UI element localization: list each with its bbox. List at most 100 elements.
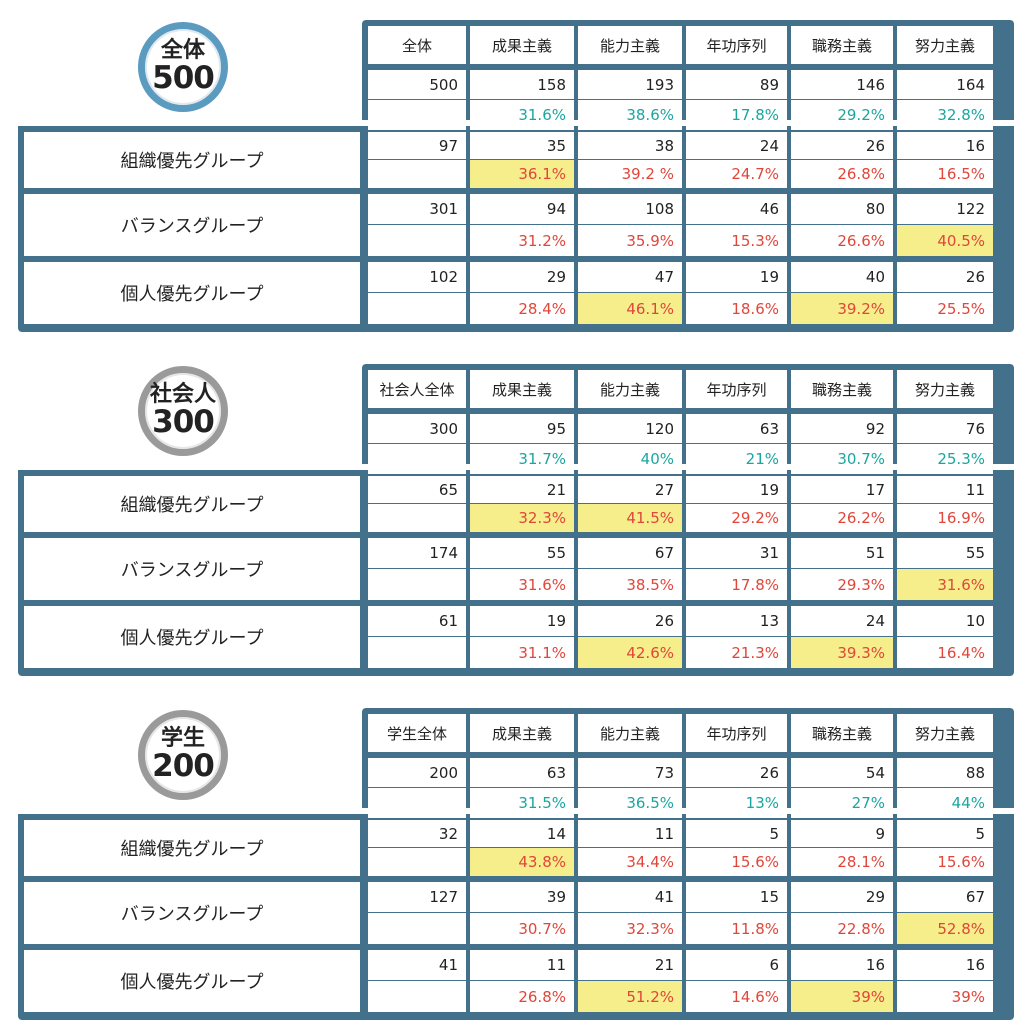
total-count: 95 [470, 414, 574, 443]
group-percent: 24.7% [686, 160, 787, 188]
group-count: 94 [470, 194, 574, 224]
column-header: 能力主義 [578, 714, 682, 752]
total-count: 146 [791, 70, 893, 99]
group-count: 19 [686, 476, 787, 503]
group-percent: 30.7% [470, 913, 574, 944]
group-n-blank [368, 569, 466, 600]
total-count: 158 [470, 70, 574, 99]
group-percent-highlighted: 46.1% [578, 293, 682, 324]
group-name: 個人優先グループ [24, 950, 360, 1012]
column-header: 職務主義 [791, 714, 893, 752]
group-percent: 11.8% [686, 913, 787, 944]
group-n: 127 [368, 882, 466, 912]
group-count: 11 [578, 820, 682, 847]
group-n: 41 [368, 950, 466, 980]
group-name: 組織優先グループ [24, 132, 360, 188]
group-percent: 15.6% [897, 848, 993, 876]
group-percent: 26.8% [470, 981, 574, 1012]
total-percent: 31.6% [470, 100, 574, 130]
group-count: 31 [686, 538, 787, 568]
total-percent: 30.7% [791, 444, 893, 474]
group-n-blank [368, 637, 466, 668]
group-percent-highlighted: 32.3% [470, 504, 574, 532]
column-header: 年功序列 [686, 370, 787, 408]
group-count: 21 [578, 950, 682, 980]
group-count: 29 [791, 882, 893, 912]
group-percent-highlighted: 39.3% [791, 637, 893, 668]
total-percent: 13% [686, 788, 787, 818]
group-percent: 29.2% [686, 504, 787, 532]
section-2: 学生 200 学生全体 成果主義 能力主義 年功序列 職務主義 努力主義 200 63 31.5% 7… [0, 708, 1024, 1028]
column-header: 年功序列 [686, 26, 787, 64]
badge-label: 社会人 [149, 382, 216, 408]
group-percent-highlighted: 31.6% [897, 569, 993, 600]
group-count: 21 [470, 476, 574, 503]
group-percent: 15.6% [686, 848, 787, 876]
total-n-blank [368, 788, 466, 818]
group-percent-highlighted: 52.8% [897, 913, 993, 944]
total-count: 54 [791, 758, 893, 787]
group-count: 80 [791, 194, 893, 224]
group-n: 61 [368, 606, 466, 636]
group-count: 10 [897, 606, 993, 636]
group-count: 67 [897, 882, 993, 912]
group-percent: 38.5% [578, 569, 682, 600]
group-percent: 32.3% [578, 913, 682, 944]
group-name: 個人優先グループ [24, 262, 360, 324]
group-percent: 39% [897, 981, 993, 1012]
group-n: 97 [368, 132, 466, 159]
group-count: 27 [578, 476, 682, 503]
badge-number: 200 [152, 748, 215, 785]
group-n: 65 [368, 476, 466, 503]
section-badge: 全体 500 [138, 22, 228, 112]
group-percent: 35.9% [578, 225, 682, 256]
group-count: 29 [470, 262, 574, 292]
group-percent: 18.6% [686, 293, 787, 324]
group-name: バランスグループ [24, 194, 360, 256]
total-percent: 36.5% [578, 788, 682, 818]
group-n: 301 [368, 194, 466, 224]
group-count: 26 [791, 132, 893, 159]
group-percent: 34.4% [578, 848, 682, 876]
column-header: 能力主義 [578, 370, 682, 408]
group-count: 17 [791, 476, 893, 503]
group-count: 38 [578, 132, 682, 159]
badge-label: 学生 [160, 726, 205, 752]
section-1: 社会人 300 社会人全体 成果主義 能力主義 年功序列 職務主義 努力主義 300 95 31.7… [0, 364, 1024, 684]
group-n-blank [368, 848, 466, 876]
group-count: 16 [897, 950, 993, 980]
group-percent: 15.3% [686, 225, 787, 256]
group-count: 51 [791, 538, 893, 568]
group-percent: 25.5% [897, 293, 993, 324]
total-n: 500 [368, 70, 466, 99]
group-n-blank [368, 225, 466, 256]
group-count: 9 [791, 820, 893, 847]
group-percent-highlighted: 43.8% [470, 848, 574, 876]
group-name: 個人優先グループ [24, 606, 360, 668]
group-count: 5 [897, 820, 993, 847]
group-percent-highlighted: 39.2% [791, 293, 893, 324]
column-header-total: 学生全体 [368, 714, 466, 752]
group-count: 41 [578, 882, 682, 912]
group-count: 40 [791, 262, 893, 292]
group-count: 11 [470, 950, 574, 980]
group-count: 55 [470, 538, 574, 568]
group-percent: 39.2 % [578, 160, 682, 188]
group-count: 13 [686, 606, 787, 636]
group-n-blank [368, 160, 466, 188]
total-n-blank [368, 444, 466, 474]
group-count: 67 [578, 538, 682, 568]
group-percent: 26.6% [791, 225, 893, 256]
total-n-blank [368, 100, 466, 130]
section-0: 全体 500 全体 成果主義 能力主義 年功序列 職務主義 努力主義 500 158 31.6% 19… [0, 20, 1024, 340]
group-percent: 31.1% [470, 637, 574, 668]
section-badge: 社会人 300 [138, 366, 228, 456]
group-n-blank [368, 913, 466, 944]
group-percent: 16.9% [897, 504, 993, 532]
total-percent: 21% [686, 444, 787, 474]
group-percent-highlighted: 42.6% [578, 637, 682, 668]
group-percent: 16.4% [897, 637, 993, 668]
group-percent-highlighted: 51.2% [578, 981, 682, 1012]
badge-label: 全体 [160, 38, 205, 64]
column-header: 成果主義 [470, 714, 574, 752]
